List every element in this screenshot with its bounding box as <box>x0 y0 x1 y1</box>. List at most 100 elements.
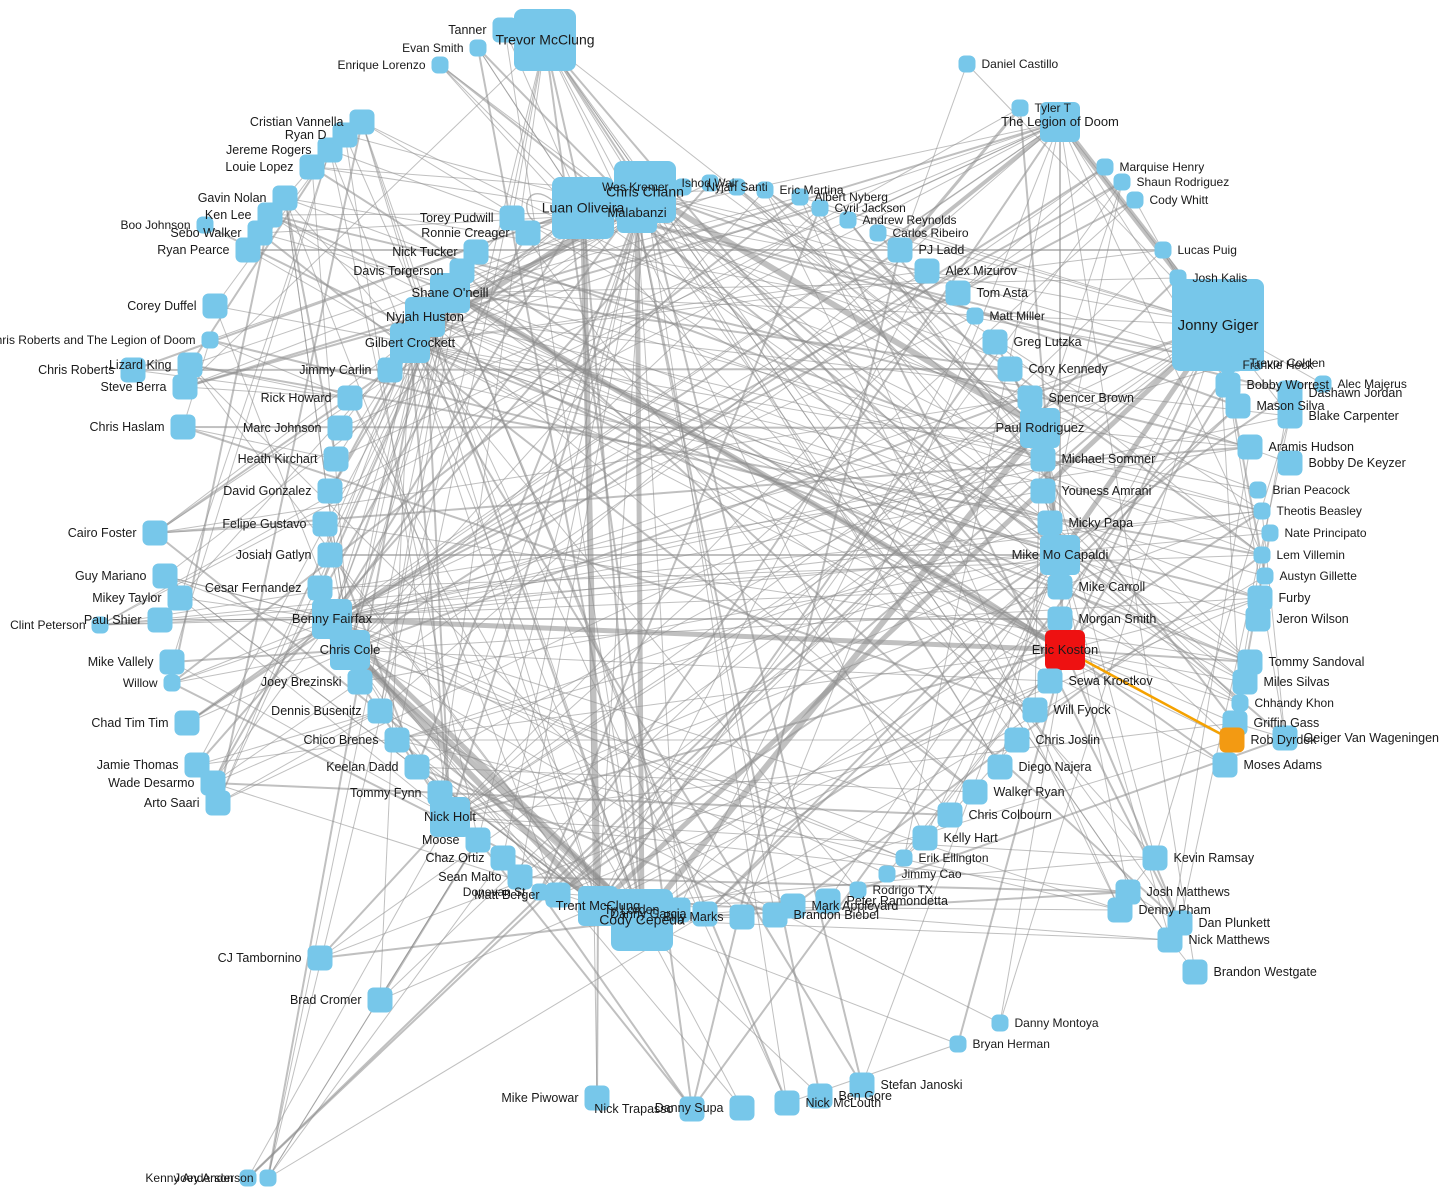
svg-text:Steve Berra: Steve Berra <box>100 380 166 394</box>
svg-text:Jamie Thomas: Jamie Thomas <box>97 758 179 772</box>
svg-text:Cody Cepeda: Cody Cepeda <box>599 912 685 928</box>
svg-text:Davis Torgerson: Davis Torgerson <box>353 264 443 278</box>
svg-text:Felipe Gustavo: Felipe Gustavo <box>222 517 306 531</box>
svg-text:Guy Mariano: Guy Mariano <box>75 569 147 583</box>
svg-text:Gilbert Crockett: Gilbert Crockett <box>365 335 456 350</box>
svg-text:Tanner: Tanner <box>448 23 486 37</box>
svg-text:Chris Roberts: Chris Roberts <box>38 363 114 377</box>
svg-text:Nyjah Huston: Nyjah Huston <box>386 309 464 324</box>
svg-text:Moose: Moose <box>422 833 460 847</box>
svg-text:Sewa Kroetkov: Sewa Kroetkov <box>1069 674 1154 688</box>
svg-text:Cristian Vannella: Cristian Vannella <box>250 115 344 129</box>
svg-text:Frankie Heck: Frankie Heck <box>1243 358 1315 372</box>
svg-text:Nick McLouth: Nick McLouth <box>806 1096 882 1110</box>
svg-text:Rick Howard: Rick Howard <box>261 391 332 405</box>
svg-text:Joey Anderson: Joey Anderson <box>174 1171 253 1185</box>
svg-text:Kevin Ramsay: Kevin Ramsay <box>1174 851 1255 865</box>
svg-text:Walker Ryan: Walker Ryan <box>994 785 1065 799</box>
svg-text:Ken Lee: Ken Lee <box>205 208 252 222</box>
svg-text:Louie Lopez: Louie Lopez <box>225 160 293 174</box>
svg-text:Nick Trapasso: Nick Trapasso <box>594 1102 673 1116</box>
svg-text:Heath Kirchart: Heath Kirchart <box>238 452 318 466</box>
svg-text:Dennis Busenitz: Dennis Busenitz <box>271 704 361 718</box>
svg-text:Nate Principato: Nate Principato <box>1285 526 1367 540</box>
svg-text:Evan Smith: Evan Smith <box>402 41 463 55</box>
svg-text:Cory Kennedy: Cory Kennedy <box>1029 362 1109 376</box>
svg-text:Sean Malto: Sean Malto <box>438 870 501 884</box>
svg-text:Mikey Taylor: Mikey Taylor <box>92 591 161 605</box>
svg-text:Arto Saari: Arto Saari <box>144 796 200 810</box>
svg-text:Paul Rodriguez: Paul Rodriguez <box>996 420 1085 435</box>
svg-text:Jeron Wilson: Jeron Wilson <box>1277 612 1349 626</box>
svg-text:Trent McClung: Trent McClung <box>556 898 641 913</box>
svg-text:Brandon Biebel: Brandon Biebel <box>794 908 879 922</box>
svg-text:Josh Matthews: Josh Matthews <box>1147 885 1230 899</box>
svg-text:Chris Haslam: Chris Haslam <box>89 420 164 434</box>
svg-text:Denny Pham: Denny Pham <box>1139 903 1211 917</box>
svg-text:Nick Tucker: Nick Tucker <box>392 245 457 259</box>
svg-text:Gavin Nolan: Gavin Nolan <box>198 191 267 205</box>
svg-text:Joey Brezinski: Joey Brezinski <box>261 675 342 689</box>
svg-text:Griffin Gass: Griffin Gass <box>1254 716 1320 730</box>
svg-text:Cairo Foster: Cairo Foster <box>68 526 137 540</box>
svg-text:Willow: Willow <box>123 676 158 690</box>
svg-text:Tyler T: Tyler T <box>1035 101 1072 115</box>
svg-text:Jonny Giger: Jonny Giger <box>1178 317 1259 334</box>
svg-text:Chico Brenes: Chico Brenes <box>303 733 378 747</box>
svg-text:Miles Silvas: Miles Silvas <box>1264 675 1330 689</box>
svg-text:Marc Johnson: Marc Johnson <box>243 421 322 435</box>
svg-text:Morgan Smith: Morgan Smith <box>1079 612 1157 626</box>
svg-text:Brandon Westgate: Brandon Westgate <box>1214 965 1317 979</box>
svg-text:Josh Kalis: Josh Kalis <box>1193 271 1248 285</box>
svg-text:Lucas Puig: Lucas Puig <box>1178 243 1237 257</box>
svg-text:Jimmy Cao: Jimmy Cao <box>902 867 962 881</box>
svg-text:Ryan Pearce: Ryan Pearce <box>157 243 229 257</box>
svg-text:Nick Matthews: Nick Matthews <box>1189 933 1270 947</box>
svg-text:Chad Tim Tim: Chad Tim Tim <box>91 716 168 730</box>
svg-text:Bryan Herman: Bryan Herman <box>973 1037 1050 1051</box>
svg-text:Will Fyock: Will Fyock <box>1054 703 1112 717</box>
svg-text:Boo Johnson: Boo Johnson <box>120 218 190 232</box>
svg-text:Blake Carpenter: Blake Carpenter <box>1309 409 1399 423</box>
svg-text:Erik Ellington: Erik Ellington <box>919 851 989 865</box>
svg-text:CJ Tambornino: CJ Tambornino <box>218 951 302 965</box>
svg-text:Nick Holt: Nick Holt <box>424 809 476 824</box>
svg-text:Shane O'neill: Shane O'neill <box>412 285 489 300</box>
svg-text:Michael Sommer: Michael Sommer <box>1062 452 1156 466</box>
svg-text:Tommy Fynn: Tommy Fynn <box>350 786 422 800</box>
svg-text:Danny Montoya: Danny Montoya <box>1015 1016 1099 1030</box>
svg-text:Lizard King: Lizard King <box>109 358 172 372</box>
svg-text:Jimmy Carlin: Jimmy Carlin <box>299 363 371 377</box>
svg-text:Daniel Castillo: Daniel Castillo <box>982 57 1059 71</box>
svg-text:Josiah Gatlyn: Josiah Gatlyn <box>236 548 312 562</box>
svg-text:Bobby De Keyzer: Bobby De Keyzer <box>1309 456 1406 470</box>
svg-text:Torey Pudwill: Torey Pudwill <box>420 211 494 225</box>
svg-text:Aramis Hudson: Aramis Hudson <box>1269 440 1354 454</box>
svg-text:Mike Piwowar: Mike Piwowar <box>501 1091 578 1105</box>
svg-text:Ronnie Creager: Ronnie Creager <box>421 226 509 240</box>
svg-text:Cody Whitt: Cody Whitt <box>1150 193 1209 207</box>
svg-text:Wes Kremer: Wes Kremer <box>602 180 668 194</box>
svg-text:Mike Vallely: Mike Vallely <box>88 655 155 669</box>
svg-text:Rob Dyrdek: Rob Dyrdek <box>1251 733 1318 747</box>
svg-text:Carlos Ribeiro: Carlos Ribeiro <box>893 226 969 240</box>
svg-text:Malabanzi: Malabanzi <box>607 205 666 220</box>
svg-text:Donovan St: Donovan St <box>463 885 526 899</box>
svg-text:Corey Duffel: Corey Duffel <box>127 299 196 313</box>
svg-text:Micky Papa: Micky Papa <box>1069 516 1134 530</box>
svg-text:Furby: Furby <box>1279 591 1312 605</box>
svg-text:Chhandy Khon: Chhandy Khon <box>1255 696 1334 710</box>
svg-text:Brian Peacock: Brian Peacock <box>1273 483 1351 497</box>
svg-text:Spencer Brown: Spencer Brown <box>1049 391 1135 405</box>
svg-text:Geiger Van Wageningen: Geiger Van Wageningen <box>1304 731 1440 745</box>
svg-text:David Gonzalez: David Gonzalez <box>223 484 311 498</box>
svg-text:Mike Carroll: Mike Carroll <box>1079 580 1146 594</box>
svg-text:Tommy Sandoval: Tommy Sandoval <box>1269 655 1365 669</box>
svg-text:Alex Mizurov: Alex Mizurov <box>946 264 1018 278</box>
svg-text:Andrew Reynolds: Andrew Reynolds <box>863 213 957 227</box>
svg-text:Shaun Rodriguez: Shaun Rodriguez <box>1137 175 1230 189</box>
svg-text:Keelan Dadd: Keelan Dadd <box>326 760 398 774</box>
svg-text:Chris Cole: Chris Cole <box>320 642 381 657</box>
svg-text:Enrique Lorenzo: Enrique Lorenzo <box>337 58 425 72</box>
svg-text:Diego Najera: Diego Najera <box>1019 760 1092 774</box>
